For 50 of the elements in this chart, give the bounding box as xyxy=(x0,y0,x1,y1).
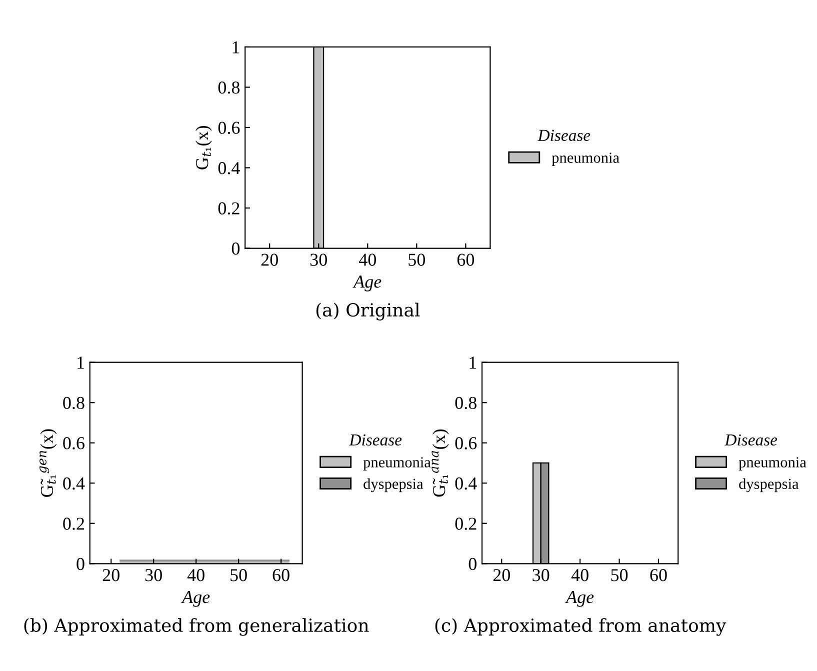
y-tick-label: 0.4 xyxy=(455,477,477,490)
x-tick-label: 20 xyxy=(493,569,510,582)
y-tick-label: 0.8 xyxy=(218,81,240,94)
x-tick-label: 40 xyxy=(187,569,204,582)
legend-label: pneumonia xyxy=(738,457,806,471)
y-tick-label: 1 xyxy=(232,41,240,54)
y-axis-title: G̃$_{t₁}$$^{gen}$(x) xyxy=(40,429,57,497)
legend-label: pneumonia xyxy=(552,152,620,166)
y-tick-label: 1 xyxy=(78,356,84,369)
y-tick-label: 0.6 xyxy=(455,437,477,450)
x-tick-label: 50 xyxy=(230,569,247,582)
x-axis-title: Age xyxy=(565,591,594,607)
legend-label: dyspepsia xyxy=(739,478,799,492)
x-tick-label: 40 xyxy=(358,254,376,266)
y-tick-label: 0 xyxy=(232,242,240,255)
y-tick-label: 0.2 xyxy=(455,518,476,530)
x-axis-title: Age xyxy=(181,591,210,607)
y-tick-label: 0.4 xyxy=(218,162,240,174)
legend-title: Disease xyxy=(349,434,402,446)
x-tick-label: 50 xyxy=(408,254,426,266)
x-tick-label: 20 xyxy=(261,254,278,266)
x-axis-title: Age xyxy=(352,276,382,292)
y-axis-title: G̃$_{t₁}$$^{ana}$(x) xyxy=(432,429,449,497)
x-tick-label: 50 xyxy=(611,569,628,582)
x-tick-label: 20 xyxy=(102,569,120,582)
x-tick-label: 30 xyxy=(310,254,327,266)
text: (b) Approximated from generalization xyxy=(24,618,369,636)
y-tick-label: 0.2 xyxy=(63,518,84,530)
y-tick-label: 0.4 xyxy=(63,477,85,490)
legend-title: Disease xyxy=(724,434,778,446)
text: (a) Original xyxy=(316,302,420,320)
legend-label: dyspepsia xyxy=(364,478,424,492)
y-tick-label: 0 xyxy=(468,558,476,570)
x-tick-label: 60 xyxy=(650,569,667,582)
x-tick-label: 30 xyxy=(145,569,162,582)
y-tick-label: 0.6 xyxy=(218,122,240,134)
text: (c) Approximated from anatomy xyxy=(435,618,726,636)
y-tick-label: 0 xyxy=(76,558,84,570)
x-tick-label: 60 xyxy=(272,569,290,582)
x-tick-label: 30 xyxy=(532,569,550,582)
y-tick-label: 0.6 xyxy=(63,437,84,450)
y-tick-label: 0.2 xyxy=(218,202,240,215)
y-axis-title: G$_{t₁}$(x) xyxy=(196,126,212,170)
legend-label: pneumonia xyxy=(363,457,431,471)
x-tick-label: 40 xyxy=(571,569,588,582)
y-tick-label: 1 xyxy=(470,356,476,369)
y-tick-label: 0.8 xyxy=(63,396,84,410)
x-tick-label: 60 xyxy=(457,254,474,266)
legend-title: Disease xyxy=(538,130,590,142)
y-tick-label: 0.8 xyxy=(455,396,476,410)
